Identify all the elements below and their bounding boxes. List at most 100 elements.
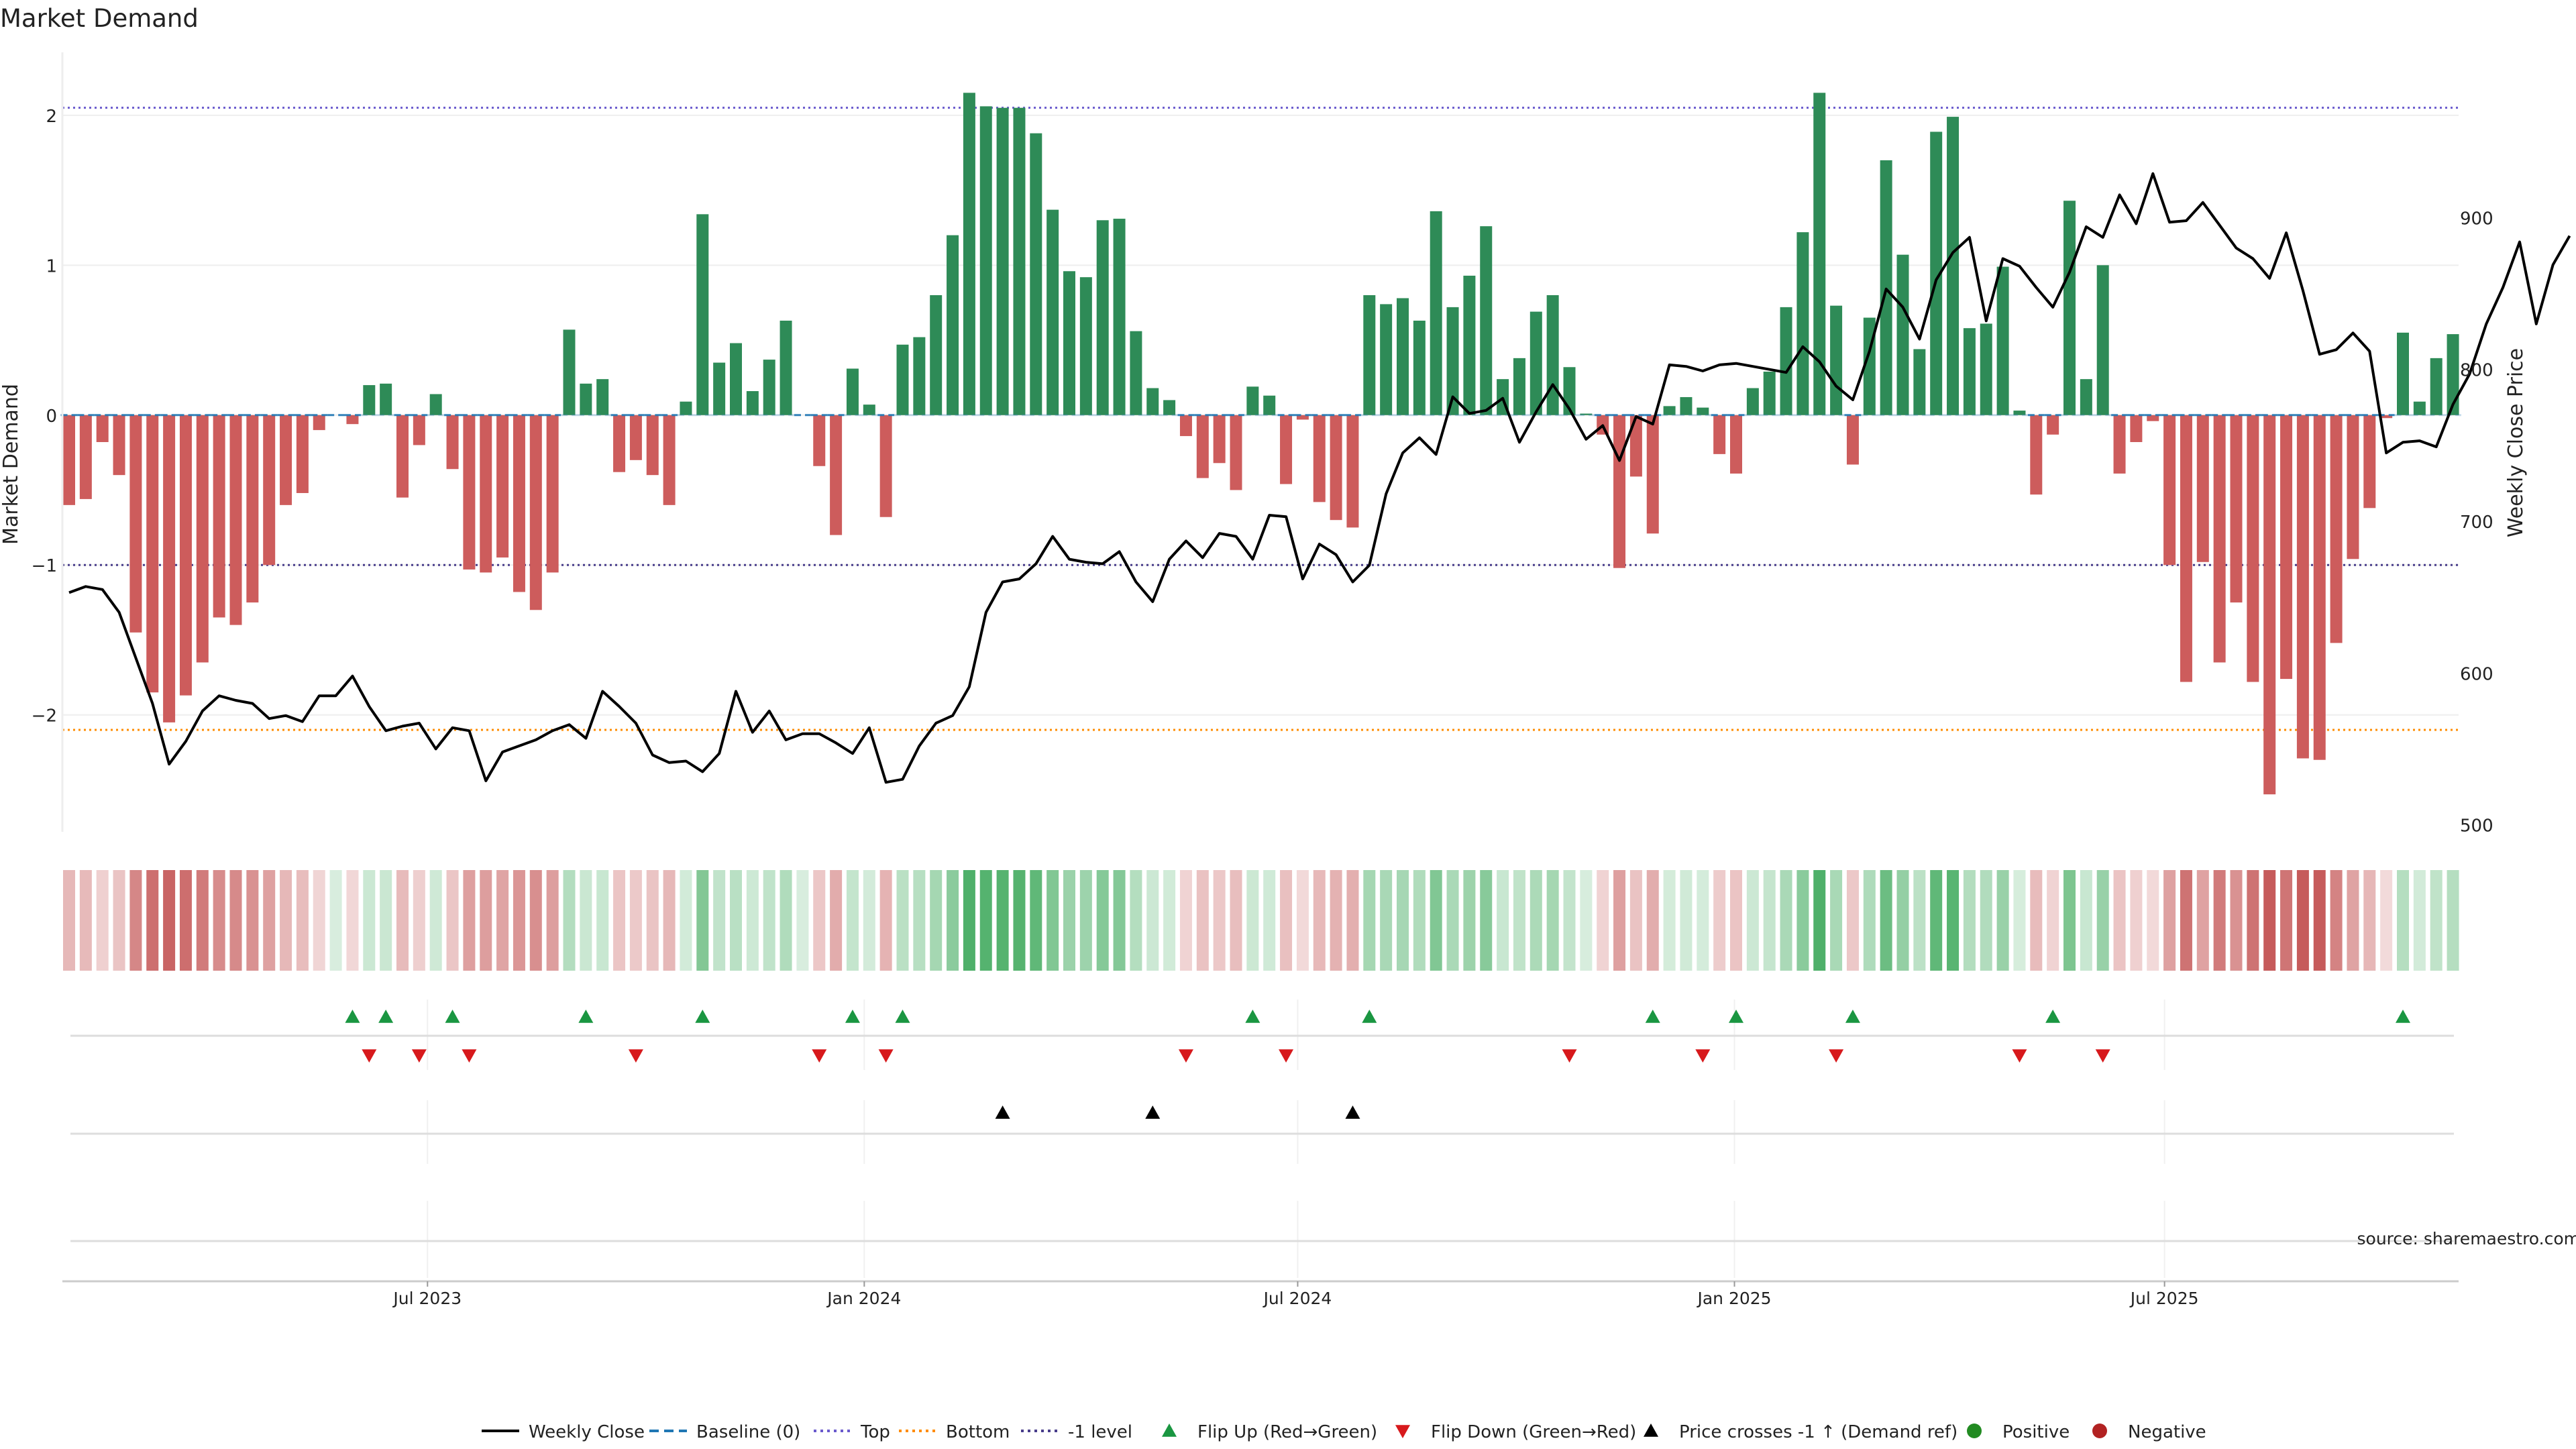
demand-bar	[1363, 295, 1376, 415]
strip-cell	[1397, 870, 1409, 971]
strip-cell	[1846, 870, 1859, 971]
strip-cell	[1013, 870, 1026, 971]
strip-cell	[830, 870, 843, 971]
legend: Weekly Close Baseline (0) Top Bottom -1 leve…	[482, 1422, 2206, 1442]
strip-cell	[1896, 870, 1909, 971]
demand-bar	[2397, 332, 2409, 415]
legend-item: Negative	[2092, 1422, 2206, 1442]
demand-bar	[2363, 415, 2376, 508]
strip-cell	[563, 870, 576, 971]
strip-cell	[2180, 870, 2192, 971]
demand-bar	[680, 401, 692, 415]
demand-bar	[2047, 415, 2059, 435]
legend-label: Price crosses -1 ↑ (Demand ref)	[1679, 1422, 1957, 1442]
strip-cell	[1730, 870, 1742, 971]
demand-bar	[2296, 415, 2309, 759]
demand-bar	[1780, 307, 1792, 415]
strip-cell	[596, 870, 609, 971]
x-tick-label: Jul 2025	[2129, 1289, 2199, 1308]
demand-bar	[2447, 334, 2459, 415]
flip-up-marker	[2045, 1010, 2061, 1023]
demand-bar	[1713, 415, 1726, 454]
strip-cell	[746, 870, 759, 971]
x-axis: Jul 2023 Jan 2024 Jul 2024 Jan 2025 Jul 2025	[62, 1280, 2459, 1308]
demand-bar	[313, 415, 325, 431]
strip-cell	[2030, 870, 2043, 971]
strip-cell	[1763, 870, 1776, 971]
demand-bar	[1013, 107, 1026, 415]
y-tick-label: 1	[46, 256, 57, 276]
demand-bar	[2096, 265, 2109, 415]
strip-cell	[163, 870, 176, 971]
demand-bar	[879, 415, 892, 517]
demand-bar	[2413, 401, 2426, 415]
y-tick-label: −1	[32, 556, 57, 576]
strip-cell	[496, 870, 509, 971]
strip-cell	[846, 870, 859, 971]
demand-bar	[79, 415, 92, 499]
strip-cell	[363, 870, 376, 971]
flip-down-marker	[2012, 1049, 2027, 1063]
flip-up-marker	[845, 1010, 860, 1023]
flip-up-marker	[2396, 1010, 2410, 1023]
demand-bar	[2230, 415, 2243, 603]
demand-bar	[2347, 415, 2359, 559]
strip-cell	[296, 870, 309, 971]
demand-bar	[546, 415, 559, 573]
demand-bar	[1063, 271, 1075, 415]
demand-bar	[563, 329, 576, 415]
strip-cell	[213, 870, 225, 971]
demand-bar	[146, 415, 159, 693]
price-cross-marker	[995, 1106, 1010, 1119]
y2-tick-label: 500	[2460, 816, 2493, 837]
flip-markers-panel	[70, 1000, 2454, 1278]
strip-cell	[1330, 870, 1342, 971]
strip-cell	[2047, 870, 2059, 971]
demand-bar	[646, 415, 659, 476]
strip-cell	[96, 870, 109, 971]
flip-up-marker	[1729, 1010, 1743, 1023]
demand-bar	[1646, 415, 1659, 534]
strip-cell	[280, 870, 292, 971]
x-tick-label: Jul 2024	[1263, 1289, 1332, 1308]
strip-cell	[1663, 870, 1676, 971]
x-tick-label: Jan 2024	[826, 1289, 901, 1308]
legend-label: Bottom	[946, 1422, 1010, 1442]
demand-bar	[2196, 415, 2209, 562]
demand-bar	[2147, 415, 2159, 421]
strip-cell	[113, 870, 125, 971]
demand-bar	[513, 415, 525, 592]
y2-tick-label: 700	[2460, 513, 2493, 533]
strip-cell	[680, 870, 692, 971]
demand-bar	[663, 415, 676, 505]
strip-cell	[1580, 870, 1593, 971]
demand-bar	[429, 394, 442, 415]
legend-label: Baseline (0)	[696, 1422, 800, 1442]
strip-cell	[2063, 870, 2076, 971]
strip-cell	[1947, 870, 1960, 971]
strip-cell	[1629, 870, 1642, 971]
y2-axis-ticks: 500 600 700 800 900	[2460, 209, 2493, 836]
demand-bar	[896, 344, 909, 415]
demand-bar	[1580, 413, 1593, 415]
demand-bar	[296, 415, 309, 493]
strip-cell	[796, 870, 809, 971]
flip-down-marker	[462, 1049, 477, 1063]
demand-bar	[463, 415, 476, 570]
strip-cell	[1513, 870, 1525, 971]
strip-cell	[413, 870, 425, 971]
demand-bar	[1430, 211, 1442, 415]
demand-bar	[1046, 209, 1059, 415]
strip-cell	[1713, 870, 1726, 971]
demand-bar	[613, 415, 626, 472]
demand-intensity-strip	[63, 870, 2459, 971]
strip-cell	[463, 870, 476, 971]
flip-up-marker	[345, 1010, 360, 1023]
demand-bar	[263, 415, 276, 566]
demand-bar	[830, 415, 843, 535]
x-tick-label: Jan 2025	[1696, 1289, 1771, 1308]
strip-cell	[313, 870, 325, 971]
strip-cell	[1963, 870, 1976, 971]
strip-cell	[613, 870, 626, 971]
strip-cell	[1363, 870, 1376, 971]
